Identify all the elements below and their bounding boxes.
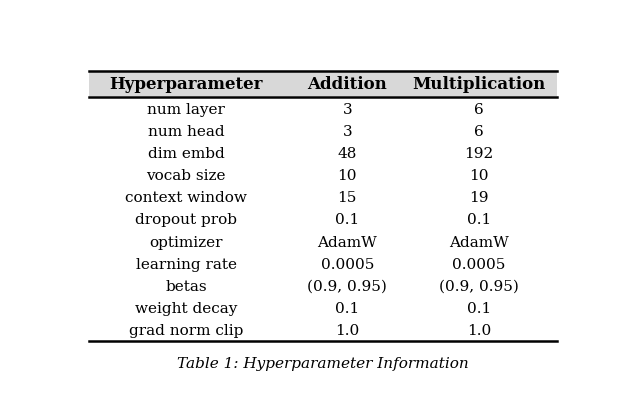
- Text: 19: 19: [469, 191, 489, 205]
- Text: grad norm clip: grad norm clip: [129, 324, 243, 338]
- Text: AdamW: AdamW: [318, 236, 377, 250]
- Text: weight decay: weight decay: [135, 302, 238, 316]
- Text: 0.0005: 0.0005: [452, 258, 506, 271]
- Text: 3: 3: [343, 103, 352, 117]
- Text: Multiplication: Multiplication: [413, 76, 546, 93]
- Text: 48: 48: [338, 147, 357, 161]
- Text: Hyperparameter: Hyperparameter: [110, 76, 263, 93]
- Text: 10: 10: [338, 169, 357, 183]
- Text: (0.9, 0.95): (0.9, 0.95): [439, 280, 519, 294]
- Text: Table 1: Hyperparameter Information: Table 1: Hyperparameter Information: [177, 357, 469, 371]
- Text: 0.1: 0.1: [335, 213, 359, 227]
- Text: optimizer: optimizer: [149, 236, 223, 250]
- Text: 0.0005: 0.0005: [321, 258, 374, 271]
- Text: num head: num head: [148, 125, 224, 139]
- Text: num layer: num layer: [147, 103, 225, 117]
- Text: betas: betas: [165, 280, 207, 294]
- Text: 15: 15: [338, 191, 357, 205]
- Text: learning rate: learning rate: [135, 258, 237, 271]
- Text: 192: 192: [464, 147, 494, 161]
- Text: 0.1: 0.1: [335, 302, 359, 316]
- Text: 0.1: 0.1: [467, 302, 491, 316]
- Text: 6: 6: [474, 103, 484, 117]
- Text: dropout prob: dropout prob: [135, 213, 237, 227]
- Bar: [88, 71, 558, 96]
- Text: (0.9, 0.95): (0.9, 0.95): [307, 280, 387, 294]
- Text: 1.0: 1.0: [467, 324, 491, 338]
- Text: 1.0: 1.0: [335, 324, 359, 338]
- Text: AdamW: AdamW: [449, 236, 509, 250]
- Text: vocab size: vocab size: [146, 169, 226, 183]
- Text: 10: 10: [469, 169, 489, 183]
- Text: dim embd: dim embd: [148, 147, 224, 161]
- Text: 0.1: 0.1: [467, 213, 491, 227]
- Text: 6: 6: [474, 125, 484, 139]
- Text: context window: context window: [125, 191, 247, 205]
- Text: Addition: Addition: [307, 76, 387, 93]
- Text: 3: 3: [343, 125, 352, 139]
